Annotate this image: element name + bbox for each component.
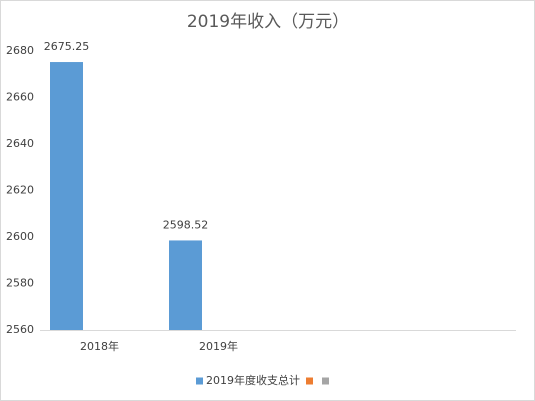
legend-swatch	[306, 377, 313, 385]
y-tick-label: 2640	[6, 137, 34, 150]
data-label: 2598.52	[163, 218, 209, 231]
y-tick-label: 2580	[6, 277, 34, 290]
data-label: 2675.25	[44, 40, 90, 53]
x-tick-label: 2018年	[80, 339, 119, 353]
y-tick-label: 2620	[6, 184, 34, 197]
x-tick-label: 2019年	[199, 339, 238, 353]
y-tick-label: 2600	[6, 230, 34, 243]
legend-swatch	[196, 377, 203, 385]
legend-swatch	[322, 377, 329, 385]
y-tick-label: 2560	[6, 323, 34, 336]
bar	[169, 240, 202, 330]
y-tick-label: 2680	[6, 44, 34, 57]
bar	[50, 62, 83, 330]
legend-label: 2019年度收支总计	[206, 373, 300, 387]
y-tick-label: 2660	[6, 91, 34, 104]
chart-title: 2019年收入（万元）	[187, 12, 349, 32]
